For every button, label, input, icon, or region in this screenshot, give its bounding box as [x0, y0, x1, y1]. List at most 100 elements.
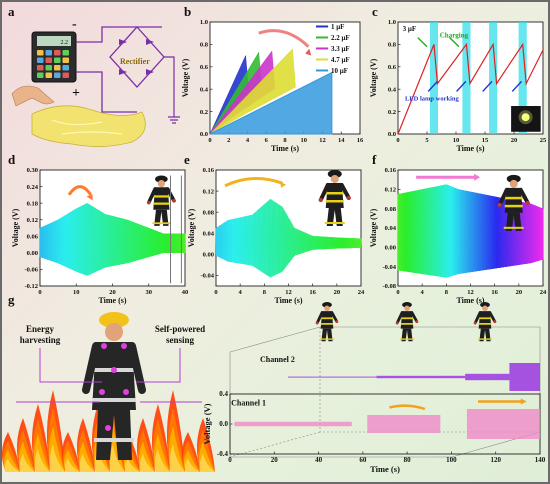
calculator-key [45, 57, 52, 63]
y-tick-label: 0.2 [388, 109, 396, 116]
y-tick-label: -0.12 [24, 283, 38, 290]
x-tick-label: 30 [146, 289, 153, 296]
calculator-display [37, 36, 71, 46]
chart-b: 0 2 4 6 8 10 12 14 16 0.0 0.2 0.4 0.6 0.8 1.0 Time (s) V… [181, 19, 364, 153]
wire [76, 71, 137, 113]
x-axis-label: Time (s) [370, 464, 400, 474]
y-tick-label: 0.06 [27, 233, 39, 240]
calculator-key [37, 50, 44, 56]
chart-d: 0 10 20 30 40 -0.12 -0.06 0.00 0.06 0.12 0.18 0.24 0… [11, 167, 188, 305]
panel-label-c: c [372, 4, 378, 19]
hand-icon [11, 85, 55, 107]
channel1-burst [234, 421, 352, 427]
reflective-stripe [325, 192, 344, 195]
self-powered-label: sensing [166, 335, 195, 345]
x-tick-label: 4 [246, 137, 250, 144]
y-tick-label: 0.04 [203, 230, 215, 237]
reflective-stripe [324, 222, 345, 224]
arms [497, 187, 530, 207]
diode-icon [146, 39, 154, 45]
head [482, 305, 488, 312]
chart-g: 0 20 40 60 80 100 120 140 -0.4 0.0 0.4 Time (s) Volt… [202, 390, 546, 474]
flame-icon [154, 448, 170, 472]
led-glow-icon [521, 113, 530, 122]
channel1-burst [367, 415, 441, 433]
x-tick-label: 16 [357, 137, 364, 144]
glove [172, 198, 176, 203]
flame-icon [19, 453, 35, 472]
x-tick-label: 100 [446, 456, 457, 464]
trousers [401, 328, 413, 342]
reflective-stripe [94, 438, 134, 442]
reflective-stripe [153, 202, 170, 205]
x-tick-label: 60 [359, 456, 367, 464]
calculator-key [37, 72, 44, 78]
series-label: 3 μF [403, 25, 417, 33]
y-tick-label: 0.00 [203, 252, 214, 259]
led-arrow [456, 80, 467, 92]
textile-highlight [51, 119, 123, 135]
x-tick-label: 12 [319, 137, 326, 144]
trend-arrow [67, 185, 93, 196]
x-tick-label: 20 [334, 289, 341, 296]
diode-icon [146, 69, 154, 75]
flame-icon [199, 453, 215, 472]
voltage-trace [397, 42, 544, 135]
y-tick-label: 0.6 [200, 64, 209, 71]
reflective-stripe [153, 195, 170, 198]
reflective-stripe [504, 196, 523, 200]
x-tick-label: 0 [228, 456, 232, 464]
y-tick-label: 0.16 [385, 167, 397, 174]
reflective-stripe [400, 323, 414, 325]
annotation-led: LED lamp working [405, 95, 460, 102]
arms [315, 311, 339, 325]
x-tick-label: 8 [445, 289, 449, 296]
y-tick-label: 0.12 [385, 187, 396, 194]
y-tick-label: 0.08 [203, 209, 215, 216]
panel-label-b: b [184, 4, 191, 19]
y-axis-label: Voltage (V) [369, 58, 378, 97]
y-axis-label: Voltage (V) [369, 208, 378, 247]
firefighter-running-icon [497, 174, 530, 231]
diode-icon [119, 69, 127, 75]
flame-icon [64, 458, 80, 472]
series-fill [209, 48, 296, 135]
glove [497, 202, 502, 207]
channel2-burst [465, 373, 510, 381]
x-tick-label: 20 [516, 289, 523, 296]
glove [525, 200, 530, 205]
firefighter-pose-icon [473, 302, 497, 342]
helmet [327, 170, 342, 178]
x-tick-label: 2 [227, 137, 230, 144]
reflective-stripe [152, 222, 171, 225]
calculator-key [62, 50, 69, 56]
calculator-key [54, 57, 61, 63]
channel1-burst [466, 409, 540, 439]
y-axis-label: Voltage (V) [202, 403, 212, 444]
calculator-key [62, 72, 69, 78]
reflective-stripe [320, 323, 334, 325]
glove [473, 321, 477, 325]
trend-arrow-head [474, 173, 481, 181]
y-tick-label: 0.18 [27, 200, 39, 207]
flame-icon [124, 458, 140, 472]
flame-icon [184, 458, 200, 472]
channel2-burst [288, 376, 377, 378]
panel-label-f: f [372, 152, 377, 167]
panel-label-e: e [184, 152, 190, 167]
y-tick-label: 0.08 [385, 206, 397, 213]
y-tick-label: -0.06 [24, 267, 38, 274]
reflective-stripe [504, 204, 523, 208]
y-tick-label: 1.0 [200, 19, 208, 26]
chart-c: 0 5 10 15 20 25 0.0 0.2 0.4 0.6 0.8 1.0 Time (s) Volt… [369, 19, 547, 153]
flame-icon [4, 458, 20, 472]
y-tick-label: -0.04 [200, 273, 214, 280]
y-tick-label: 0.4 [219, 390, 228, 398]
y-tick-label: 0.8 [388, 42, 397, 49]
legend-label: 1 μF [331, 23, 345, 31]
minus-sign: - [72, 17, 77, 32]
y-tick-label: 0.24 [27, 184, 39, 191]
callout-line [16, 348, 102, 403]
channel2-label: Channel 2 [260, 355, 295, 364]
y-tick-label: 0.0 [388, 131, 396, 138]
